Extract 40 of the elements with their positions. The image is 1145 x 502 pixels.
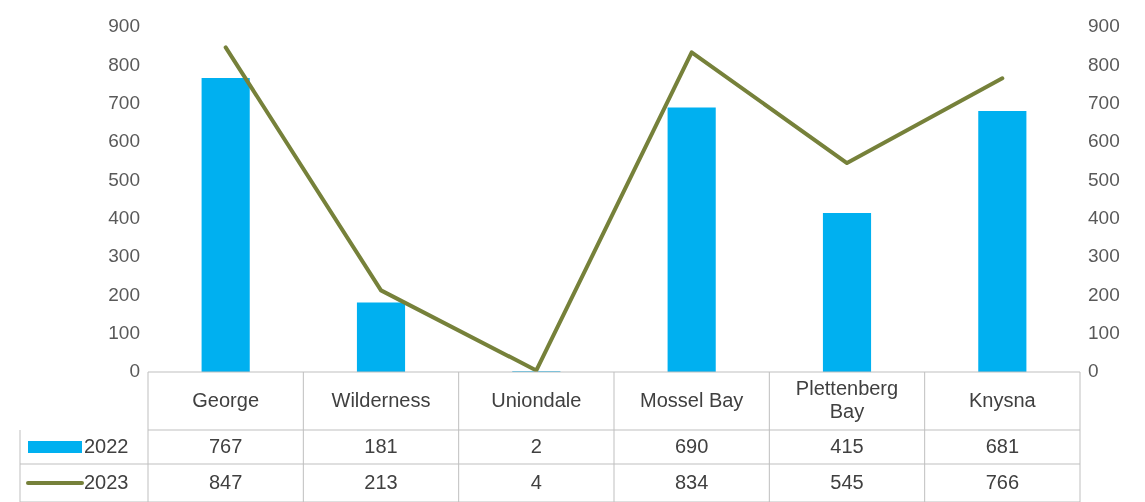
data-label: 213 bbox=[364, 470, 398, 493]
x-tick-label: Uniondale bbox=[491, 388, 582, 411]
y2-tick-label: 200 bbox=[1088, 283, 1120, 305]
data-label: 681 bbox=[985, 434, 1020, 457]
x-tick-label: Knysna bbox=[968, 388, 1037, 411]
legend-label: 2022 bbox=[84, 434, 129, 457]
y2-tick-label: 400 bbox=[1088, 206, 1120, 228]
y2-tick-label: 800 bbox=[1088, 53, 1120, 75]
data-label: 181 bbox=[364, 434, 398, 457]
data-label: 415 bbox=[830, 434, 864, 457]
data-label: 847 bbox=[208, 470, 243, 493]
y2-tick-label: 300 bbox=[1088, 245, 1120, 267]
data-label: 4 bbox=[530, 470, 542, 493]
legend-label: 2023 bbox=[84, 470, 129, 493]
y-tick-label: 500 bbox=[108, 168, 140, 190]
y-tick-label: 400 bbox=[108, 206, 140, 228]
y-tick-label: 600 bbox=[108, 130, 140, 152]
data-label: 690 bbox=[674, 434, 709, 457]
data-label: 2 bbox=[530, 434, 542, 457]
y-tick-label: 100 bbox=[108, 321, 140, 343]
data-label: 766 bbox=[985, 470, 1020, 493]
y-tick-label: 700 bbox=[108, 91, 140, 113]
y-tick-label: 200 bbox=[108, 283, 140, 305]
data-label: 545 bbox=[830, 470, 864, 493]
y-tick-label: 900 bbox=[108, 15, 140, 37]
y2-tick-label: 900 bbox=[1088, 15, 1120, 37]
data-label: 767 bbox=[208, 434, 243, 457]
y2-tick-label: 600 bbox=[1088, 130, 1120, 152]
x-tick-label: Plettenberg Bay bbox=[795, 377, 899, 423]
x-tick-label: George bbox=[192, 388, 260, 411]
y-tick-label: 0 bbox=[129, 360, 140, 382]
x-tick-label: Mossel Bay bbox=[639, 388, 744, 411]
y2-tick-label: 0 bbox=[1088, 360, 1099, 382]
y-tick-label: 300 bbox=[108, 245, 140, 267]
y-tick-label: 800 bbox=[108, 53, 140, 75]
data-label: 834 bbox=[674, 470, 709, 493]
y2-tick-label: 100 bbox=[1088, 321, 1120, 343]
y2-tick-label: 700 bbox=[1088, 91, 1120, 113]
x-tick-label: Wilderness bbox=[331, 388, 431, 411]
y2-tick-label: 500 bbox=[1088, 168, 1120, 190]
